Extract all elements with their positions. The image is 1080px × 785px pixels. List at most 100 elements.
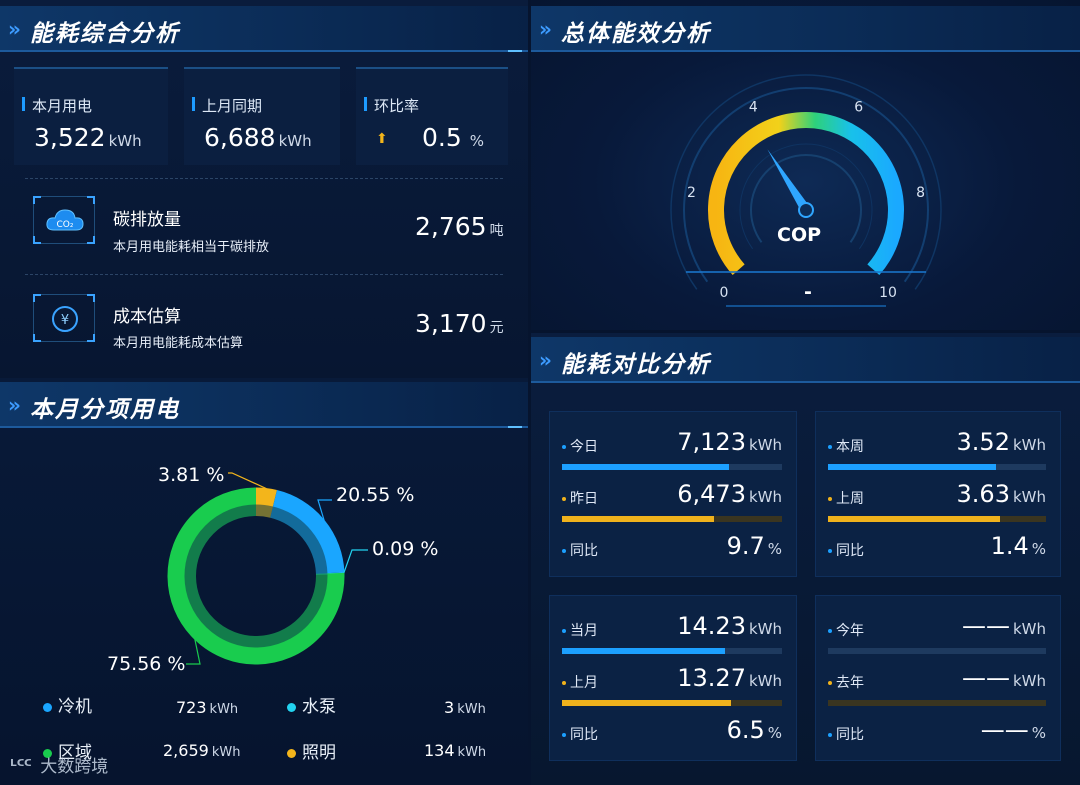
leader-line — [343, 549, 368, 573]
trend-up-icon: ⬆ — [376, 131, 388, 147]
carbon-value: 2,765 吨 — [415, 212, 504, 241]
cost-subtitle: 本月用电能耗成本估算 — [113, 336, 244, 351]
panel-header: » 能耗综合分析 — [0, 6, 528, 52]
legend-value-chiller: 723 kWh — [176, 698, 239, 717]
carbon-title: 碳排放量 — [113, 210, 181, 230]
row-label: 同比 — [562, 540, 598, 560]
progress-track — [562, 700, 782, 706]
donut-slice-照明 — [255, 487, 277, 507]
yuan-icon-frame: ¥ — [33, 294, 95, 342]
panel-header: » 总体能效分析 — [531, 6, 1080, 52]
stat-label: 环比率 — [374, 97, 420, 115]
carbon-subtitle: 本月用电能耗相当于碳排放 — [113, 240, 270, 255]
co2-cloud-icon: CO₂ — [46, 209, 84, 231]
comparison-row: 上月 13.27 kWh — [562, 662, 782, 714]
comparison-row: 本周 3.52 kWh — [828, 426, 1046, 478]
row-value: —— kWh — [961, 612, 1046, 640]
comparison-row: 今日 7,123 kWh — [562, 426, 782, 478]
label-marker — [192, 97, 195, 111]
comparison-row: 昨日 6,473 kWh — [562, 478, 782, 530]
row-value: 7,123 kWh — [677, 428, 782, 456]
stat-card-current-month: 本月用电 3,522 kWh — [14, 67, 168, 165]
legend-item-pump: 水泵 — [287, 692, 336, 717]
svg-text:CO₂: CO₂ — [57, 220, 74, 230]
yuan-icon: ¥ — [52, 306, 78, 332]
progress-track — [562, 648, 782, 654]
progress-track — [562, 464, 782, 470]
energy-summary-panel: » 能耗综合分析 本月用电 3,522 kWh 上月同期 6,688 kWh 环比率… — [0, 0, 528, 378]
row-label: 去年 — [828, 672, 864, 692]
header-accent — [508, 50, 522, 52]
watermark-logo: ᒻᑦᑦ 大数跨境 — [10, 752, 108, 777]
comparison-card: 今日 7,123 kWh 昨日 6,473 kWh 同比 9.7% — [549, 411, 797, 577]
gauge-arc — [708, 112, 904, 276]
breakdown-panel: » 本月分项用电 3.81 % 20.55 % 0.09 % 75.56 % 冷… — [0, 378, 528, 785]
progress-track — [828, 516, 1046, 522]
stat-label: 上月同期 — [202, 97, 263, 115]
label-marker — [364, 97, 367, 111]
row-label: 同比 — [828, 724, 864, 744]
stat-value: 6,688 kWh — [204, 123, 312, 152]
progress-fill — [828, 516, 1001, 522]
chevron-icon: » — [539, 17, 552, 41]
header-accent — [508, 426, 522, 428]
comparison-card: 当月 14.23 kWh 上月 13.27 kWh 同比 6.5% — [549, 595, 797, 761]
panel-title: 总体能效分析 — [561, 21, 711, 47]
donut-slice-区域 — [167, 487, 345, 665]
row-value: 6,473 kWh — [677, 480, 782, 508]
gauge-tick-label: 6 — [854, 100, 863, 116]
row-label: 同比 — [562, 724, 598, 744]
comparison-card: 本周 3.52 kWh 上周 3.63 kWh 同比 1.4% — [815, 411, 1061, 577]
gauge-tick-label: 2 — [687, 185, 696, 201]
divider — [25, 274, 503, 275]
chevron-icon: » — [8, 17, 21, 41]
comparison-row: 当月 14.23 kWh — [562, 610, 782, 662]
progress-fill — [562, 700, 732, 706]
gauge-deco-arc — [670, 74, 942, 290]
row-label: 当月 — [562, 620, 598, 640]
frame-corner — [87, 334, 95, 342]
gauge-needle — [767, 149, 811, 213]
chevron-icon: » — [539, 348, 552, 372]
panel-title: 能耗对比分析 — [561, 352, 711, 378]
row-value: 9.7% — [726, 532, 782, 560]
leader-line — [228, 472, 267, 490]
row-value: 3.63 kWh — [956, 480, 1046, 508]
leader-line — [186, 639, 201, 665]
panel-header: » 能耗对比分析 — [531, 337, 1080, 383]
row-label: 昨日 — [562, 488, 598, 508]
legend-value-pump: 3 kWh — [444, 698, 486, 717]
legend-item-zone: 区域 — [43, 738, 92, 763]
legend-value-lighting: 134 kWh — [424, 741, 487, 760]
comparison-panel: » 能耗对比分析 今日 7,123 kWh 昨日 6,473 kWh 同比 9.7% 本周 3.5… — [531, 333, 1080, 785]
row-value: 13.27 kWh — [677, 664, 782, 692]
row-label: 本周 — [828, 436, 864, 456]
row-label: 上周 — [828, 488, 864, 508]
row-value: 3.52 kWh — [956, 428, 1046, 456]
co2-icon-frame: CO₂ — [33, 196, 95, 244]
row-value: ——% — [980, 716, 1046, 744]
row-value: 14.23 kWh — [677, 612, 782, 640]
comparison-row: 同比 6.5% — [562, 714, 782, 766]
donut-slice-冷机 — [272, 490, 345, 574]
gauge-tick-label: 8 — [916, 185, 925, 201]
progress-fill — [828, 464, 996, 470]
frame-corner — [33, 294, 41, 302]
stat-label: 本月用电 — [32, 97, 93, 115]
frame-corner — [87, 196, 95, 204]
legend-item-chiller: 冷机 — [43, 692, 92, 717]
stat-value: 0.5% — [422, 123, 485, 152]
pct-label-zone: 75.56 % — [107, 653, 186, 675]
donut-slice-inner — [255, 504, 274, 518]
comparison-row: 同比 1.4% — [828, 530, 1046, 582]
frame-corner — [33, 236, 41, 244]
cost-title: 成本估算 — [113, 307, 181, 327]
progress-fill — [562, 648, 725, 654]
gauge-deco-arc — [739, 143, 873, 250]
frame-corner — [33, 196, 41, 204]
panel-header: » 本月分项用电 — [0, 382, 528, 428]
legend-item-lighting: 照明 — [287, 738, 336, 763]
progress-track — [828, 648, 1046, 654]
pct-label-chiller: 20.55 % — [336, 484, 415, 506]
comparison-card: 今年 —— kWh 去年 —— kWh 同比 ——% — [815, 595, 1061, 761]
